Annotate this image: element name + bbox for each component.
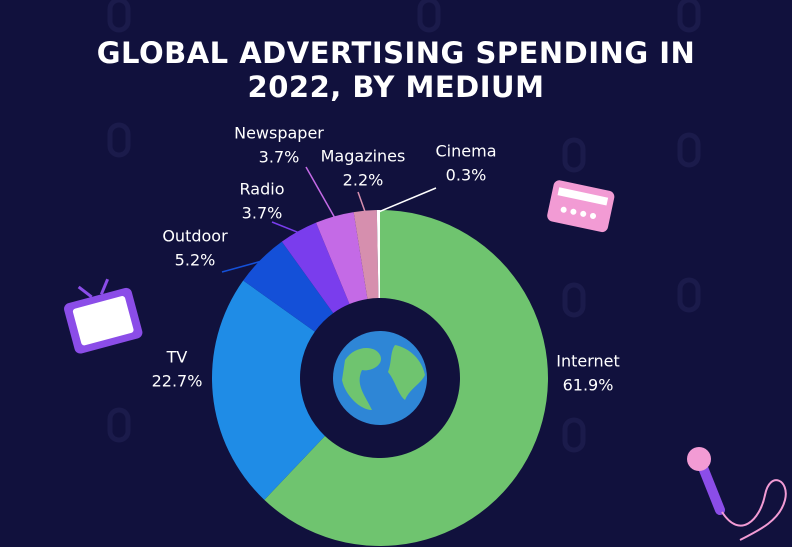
globe [333, 331, 427, 425]
chart-title: GLOBAL ADVERTISING SPENDING IN 2022, BY … [96, 36, 696, 104]
donut-segment [353, 210, 379, 299]
radio-icon [547, 180, 615, 233]
donut-segment [211, 280, 325, 500]
category-label: Outdoor [162, 227, 228, 246]
leader-line [221, 260, 263, 273]
value-label: 0.3% [446, 166, 487, 185]
leader-line [305, 166, 336, 219]
value-label: 22.7% [152, 372, 203, 391]
donut-segment [316, 212, 368, 305]
donut [211, 210, 549, 546]
background-mics [107, 0, 701, 453]
category-label: TV [166, 348, 188, 367]
donut-segment [243, 241, 334, 332]
category-label: Magazines [321, 147, 406, 166]
mic-icon [687, 447, 787, 541]
donut-segment [281, 222, 350, 314]
value-label: 61.9% [563, 376, 614, 395]
leader-line [378, 187, 437, 213]
value-label: 3.7% [259, 148, 300, 167]
value-label: 3.7% [242, 204, 283, 223]
tv-icon [64, 278, 143, 354]
donut-segment [264, 210, 549, 546]
category-label: Newspaper [234, 124, 324, 143]
value-label: 5.2% [175, 251, 216, 270]
leader-line [271, 221, 300, 234]
category-label: Cinema [436, 142, 497, 161]
leader-line [357, 191, 367, 213]
value-label: 2.2% [343, 171, 384, 190]
category-label: Internet [556, 352, 620, 371]
donut-segment [376, 210, 380, 299]
category-label: Radio [240, 180, 285, 199]
